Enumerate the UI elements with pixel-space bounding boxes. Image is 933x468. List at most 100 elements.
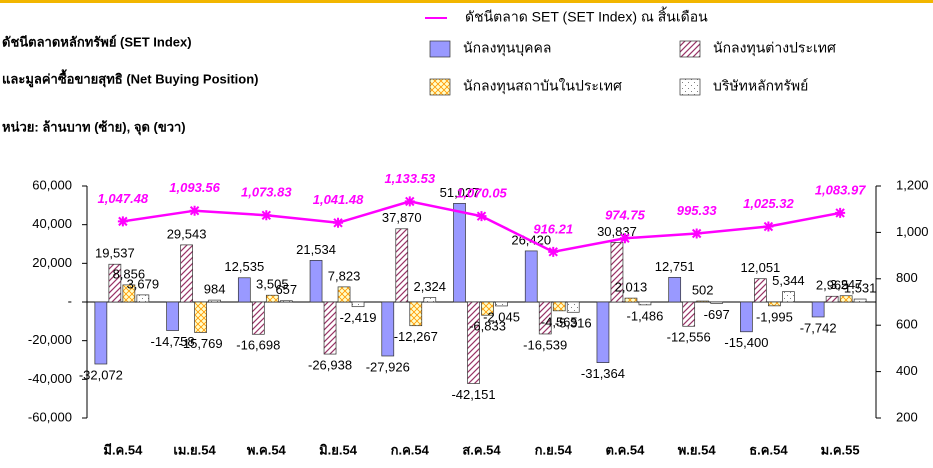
bar-label: -26,938 (308, 358, 352, 373)
bar (495, 301, 508, 307)
y-tick-label: -20,000 (28, 332, 72, 347)
bar-label: 19,537 (95, 246, 135, 261)
legend-swatch (679, 78, 701, 96)
index-marker (548, 246, 559, 257)
unit-note: หน่วย: ล้านบาท (ซ้าย), จุด (ขวา) (2, 119, 186, 135)
bar (194, 301, 207, 333)
y-tick-label: 20,000 (32, 255, 72, 270)
chart-title: ดัชนีตลาดหลักทรัพย์ (SET Index) (2, 34, 192, 49)
bar (453, 202, 466, 303)
bar (381, 301, 395, 357)
bar-label: 2,965 (816, 278, 849, 293)
index-label: 1,070.05 (456, 186, 507, 201)
bar (710, 301, 724, 304)
bar-label: 12,751 (655, 259, 695, 274)
bar-label: 12,051 (741, 260, 781, 275)
legend-swatch (429, 78, 451, 96)
bar-label: 8,856 (113, 266, 146, 281)
bar (323, 301, 337, 355)
bar-label: 7,823 (328, 268, 361, 283)
bar-label: 3,247 (830, 277, 863, 292)
bar-label: -2,419 (340, 310, 377, 325)
y2-tick-label: 1,000 (896, 224, 929, 239)
bar (524, 250, 538, 303)
bar-label: -15,769 (179, 336, 223, 351)
bar (423, 297, 437, 303)
bar (682, 301, 696, 327)
index-marker (763, 221, 774, 232)
bar (180, 244, 193, 303)
bar (309, 260, 323, 303)
bar-label: 29,543 (167, 226, 207, 241)
bar-label: 3,679 (127, 276, 160, 291)
bar (638, 301, 652, 306)
bar (566, 301, 580, 313)
index-label: 974.75 (605, 208, 646, 223)
bar (782, 291, 795, 303)
index-label: 1,047.48 (98, 191, 149, 206)
y-tick-label: - (68, 293, 72, 308)
bar (754, 278, 767, 303)
bar-label: 51,027 (440, 185, 480, 200)
bar (136, 294, 150, 303)
index-line (122, 200, 841, 254)
chart-subtitle: และมูลค่าซื้อขายสุทธิ (Net Buying Positi… (2, 68, 259, 87)
bar (668, 276, 682, 303)
bar-label: -5,316 (555, 316, 592, 331)
y2-tick-label: 600 (896, 317, 918, 332)
y-tick-label: 40,000 (32, 216, 72, 231)
index-marker (404, 196, 415, 207)
x-tick-label: ก.ย.54 (535, 442, 573, 457)
legend-label: นักลงทุนบุคคล (463, 40, 551, 57)
bar-label: -15,400 (724, 335, 768, 350)
bar (740, 301, 753, 333)
bar (265, 294, 279, 303)
bar (166, 301, 179, 331)
bar-label: -7,742 (800, 320, 837, 335)
bar-label: -16,539 (523, 337, 567, 352)
bar (552, 301, 566, 312)
y2-tick-label: 800 (896, 270, 918, 285)
x-tick-label: มิ.ย.54 (319, 442, 358, 457)
bar (279, 300, 293, 303)
bar (768, 301, 781, 307)
y-tick-label: 60,000 (32, 177, 72, 192)
bar-label: -12,556 (667, 330, 711, 345)
legend-label: นักลงทุนสถาบันในประเทศ (463, 78, 622, 95)
x-tick-label: ส.ค.54 (462, 442, 501, 457)
index-marker (333, 217, 344, 228)
legend-label: นักลงทุนต่างประเทศ (713, 40, 836, 57)
x-tick-label: ต.ค.54 (606, 442, 646, 457)
bar (94, 301, 108, 365)
index-label: 1,025.32 (743, 196, 794, 211)
x-tick-label: ธ.ค.54 (749, 442, 788, 457)
bar-label: -16,698 (236, 338, 280, 353)
bar (610, 242, 624, 303)
bar-label: -2,045 (483, 309, 520, 324)
index-marker (476, 211, 487, 222)
y2-tick-label: 1,200 (896, 177, 929, 192)
index-label: 916.21 (533, 221, 573, 236)
x-tick-label: เม.ย.54 (173, 442, 216, 457)
bar-label: 37,870 (382, 210, 422, 225)
bar (395, 228, 409, 303)
bar (409, 301, 423, 327)
bar-label: -1,486 (627, 308, 664, 323)
legend-label: บริษัทหลักทรัพย์ (713, 78, 808, 94)
index-marker (691, 228, 702, 239)
bar-label: -32,072 (79, 367, 123, 382)
bar (237, 277, 251, 303)
bar-label: -697 (704, 307, 730, 322)
bar-label: 502 (692, 282, 714, 297)
bar (481, 301, 494, 316)
bar (122, 284, 136, 303)
index-label: 1,083.97 (815, 182, 866, 197)
index-label: 1,093.56 (169, 180, 220, 195)
bar-label: -14,758 (151, 334, 195, 349)
bar-label: 30,837 (597, 224, 637, 239)
bar-label: 984 (204, 282, 226, 297)
legend-swatch (679, 40, 701, 58)
bar-label: 3,505 (256, 277, 289, 292)
index-marker (835, 207, 846, 218)
